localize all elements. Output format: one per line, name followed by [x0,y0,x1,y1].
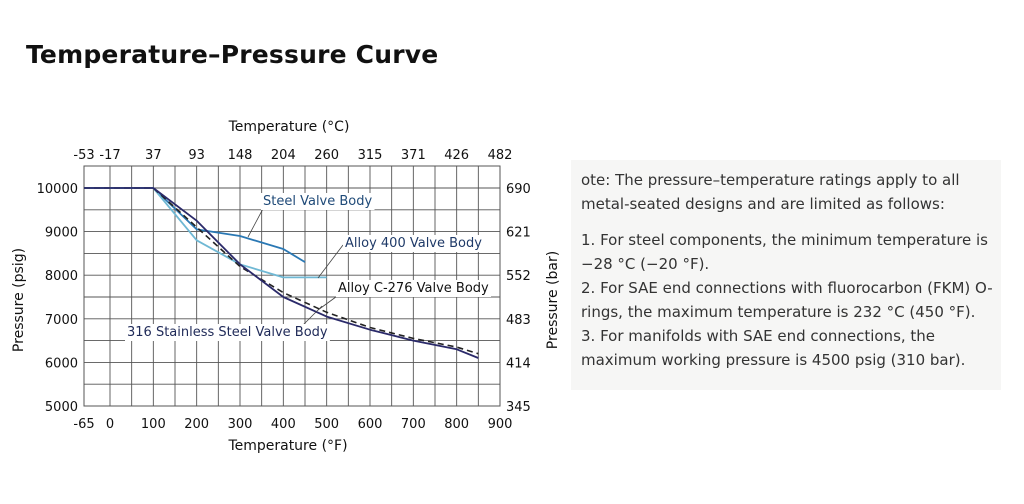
x-tick-label: 0 [106,417,114,432]
x-tick-label: 400 [271,417,296,432]
x2-tick-label: 260 [314,148,339,163]
x2-tick-label: -53 [73,148,94,163]
x-tick-label: 800 [444,417,469,432]
series-annotation: 316 Stainless Steel Valve Body [127,325,328,340]
x-tick-label: 600 [358,417,383,432]
x2-tick-label: -17 [99,148,120,163]
y2-tick-label: 690 [506,182,531,197]
note-panel: ote: The pressure–temperature ratings ap… [571,160,1001,390]
x-tick-label: 900 [488,417,513,432]
y-tick-label: 10000 [37,182,78,197]
x2-tick-label: 93 [188,148,205,163]
y2-tick-label: 414 [506,356,531,371]
chart-series [84,187,479,359]
y-tick-label: 6000 [45,356,78,371]
page-title: Temperature–Pressure Curve [26,40,439,69]
series-line [84,187,479,359]
right-axis-title: Pressure (bar) [545,251,561,349]
y2-tick-label: 621 [506,226,531,241]
x2-tick-label: 37 [145,148,162,163]
series-annotation: Alloy 400 Valve Body [345,236,482,251]
note-item-2: 2. For SAE end connections with fluoroca… [581,279,993,321]
y-tick-label: 9000 [45,226,78,241]
x2-tick-label: 482 [488,148,513,163]
y-tick-label: 8000 [45,269,78,284]
x-tick-label: -65 [73,417,94,432]
x2-tick-label: 148 [228,148,253,163]
y2-tick-label: 345 [506,400,531,415]
left-axis-title: Pressure (psig) [11,248,27,352]
x2-tick-label: 204 [271,148,296,163]
x-tick-label: 500 [314,417,339,432]
x-tick-label: 300 [228,417,253,432]
chart-annotations: Steel Valve Body Alloy 400 Valve Body Allo… [125,193,492,341]
y-tick-label: 5000 [45,400,78,415]
top-axis-title: Temperature (°C) [228,119,350,135]
note-intro: ote: The pressure–temperature ratings ap… [581,171,960,213]
x-tick-label: 100 [141,417,166,432]
x-tick-label: 200 [184,417,209,432]
x2-tick-label: 371 [401,148,426,163]
series-line [84,187,479,355]
y2-tick-label: 552 [506,269,531,284]
note-item-1: 1. For steel components, the minimum tem… [581,231,988,273]
bottom-axis-title: Temperature (°F) [227,438,347,454]
x2-tick-label: 426 [444,148,469,163]
y2-tick-label: 483 [506,313,531,328]
series-annotation: Steel Valve Body [263,194,372,209]
x2-tick-label: 315 [358,148,383,163]
x-tick-label: 700 [401,417,426,432]
chart-ticks: -65 0 100 200 300 400 500 600 700 800 900 -53 -17 37 9… [37,148,531,432]
note-item-3: 3. For manifolds with SAE end connection… [581,327,966,369]
series-annotation: Alloy C-276 Valve Body [338,281,489,296]
y-tick-label: 7000 [45,313,78,328]
